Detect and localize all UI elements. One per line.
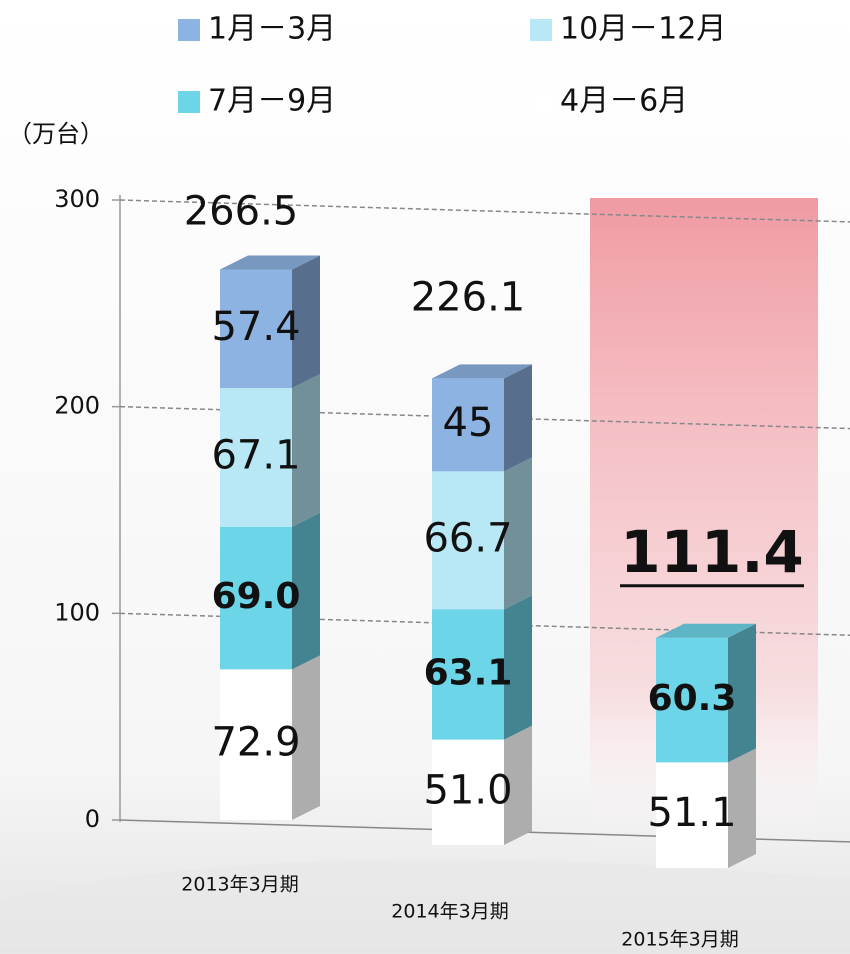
- bar-side: [292, 255, 320, 389]
- bar-side: [504, 457, 532, 610]
- bar-top: [432, 364, 532, 379]
- value-label: 66.7: [423, 515, 512, 561]
- bar-segment: [432, 609, 504, 740]
- value-label: 45: [443, 400, 494, 446]
- bar-top: [656, 623, 756, 638]
- value-label: 51.0: [423, 767, 512, 813]
- bar-segment: [220, 669, 292, 820]
- value-label: 72.9: [211, 720, 300, 766]
- bar-segment: [220, 388, 292, 527]
- bar-side: [292, 374, 320, 527]
- y-tick-label: 0: [85, 805, 100, 833]
- legend-label: 4月－6月: [560, 84, 688, 119]
- grid-line: [119, 199, 850, 223]
- value-label: 57.4: [211, 304, 300, 350]
- bar-side: [728, 748, 756, 868]
- total-label: 226.1: [411, 274, 526, 320]
- bar-segment: [220, 269, 292, 389]
- value-label: 60.3: [648, 678, 737, 719]
- x-tick-label: 2015年3月期: [621, 929, 738, 951]
- bar-segment: [656, 762, 728, 868]
- legend-swatch: [530, 19, 552, 41]
- legend-label: 7月－9月: [208, 84, 336, 119]
- background-swoosh: [0, 859, 850, 954]
- bar-segment: [432, 378, 504, 472]
- bar-side: [504, 725, 532, 845]
- x-tick-label: 2014年3月期: [391, 901, 508, 923]
- bar-segment: [220, 526, 292, 670]
- legend-label: 1月－3月: [208, 12, 336, 47]
- y-tick-label: 300: [54, 185, 100, 213]
- legend-swatch: [178, 19, 200, 41]
- bar-side: [728, 623, 756, 763]
- value-label: 51.1: [647, 790, 736, 836]
- total-label: 266.5: [184, 188, 299, 234]
- bar-side: [292, 512, 320, 670]
- y-tick-label: 200: [54, 392, 100, 420]
- legend-swatch: [178, 91, 200, 113]
- bar-side: [292, 655, 320, 820]
- y-tick-label: 100: [54, 598, 100, 626]
- y-axis-label: （万台）: [8, 120, 104, 148]
- legend-swatch: [530, 91, 552, 113]
- x-tick-label: 2013年3月期: [181, 874, 298, 896]
- bar-top: [220, 255, 320, 270]
- bar-side: [504, 364, 532, 472]
- value-label: 63.1: [424, 652, 513, 693]
- bar-side: [504, 595, 532, 740]
- total-label: 111.4: [620, 518, 803, 586]
- value-label: 67.1: [211, 432, 300, 478]
- bar-segment: [656, 637, 728, 763]
- bar-segment: [432, 471, 504, 610]
- legend-label: 10月－12月: [560, 12, 726, 47]
- value-label: 69.0: [212, 576, 301, 617]
- bar-segment: [432, 739, 504, 845]
